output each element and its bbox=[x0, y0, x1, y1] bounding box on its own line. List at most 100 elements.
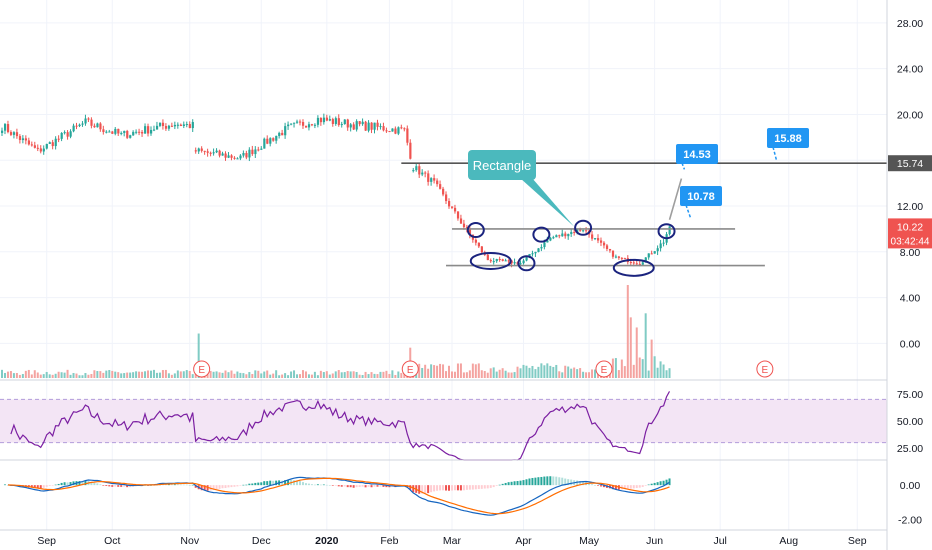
callout-box[interactable] bbox=[468, 150, 536, 180]
time-scale[interactable]: Sep Oct Nov Dec 2020 Feb Mar Apr May Jun Jul Aug Sep bbox=[0, 529, 887, 547]
candle-body bbox=[147, 126, 150, 134]
last-price-tag[interactable] bbox=[888, 218, 932, 249]
candle-body bbox=[400, 127, 403, 129]
earnings-marker-label[interactable]: E bbox=[198, 365, 205, 376]
macd-pane[interactable] bbox=[0, 459, 932, 516]
earnings-marker[interactable] bbox=[595, 360, 613, 378]
volume-bar bbox=[436, 365, 439, 378]
earnings-marker[interactable] bbox=[401, 360, 419, 378]
volume-bar bbox=[531, 365, 534, 378]
volume-bar bbox=[236, 371, 239, 378]
price-target-box[interactable] bbox=[767, 128, 809, 148]
candle-body bbox=[340, 124, 343, 126]
last-price-label[interactable]: 10.22 bbox=[897, 221, 923, 233]
price-target-box[interactable] bbox=[676, 144, 718, 164]
macd-histogram-bar bbox=[367, 485, 370, 487]
highlight-ellipse[interactable] bbox=[574, 219, 593, 236]
candle-body bbox=[260, 148, 263, 150]
macd-histogram-bar bbox=[39, 485, 42, 489]
candle-body bbox=[337, 118, 340, 125]
resistance-price-label[interactable]: 15.74 bbox=[897, 158, 923, 170]
volume-bar bbox=[81, 375, 84, 378]
macd-histogram-bar bbox=[304, 483, 307, 486]
macd-histogram-bar bbox=[531, 477, 534, 486]
earnings-marker-label[interactable]: E bbox=[762, 365, 769, 376]
chart-drawings[interactable]: Rectangle 14.53 10.78 15.88 E E E E bbox=[193, 128, 887, 378]
macd-histogram-bar bbox=[522, 480, 525, 486]
macd-histogram-bar bbox=[108, 485, 111, 487]
candle-body bbox=[394, 128, 397, 134]
candle-body bbox=[579, 229, 582, 231]
candle-body bbox=[331, 119, 334, 124]
volume-bar bbox=[370, 372, 373, 378]
macd-histogram-bar bbox=[242, 484, 245, 486]
macd-histogram-bar bbox=[84, 480, 87, 486]
highlight-ellipse[interactable] bbox=[517, 255, 536, 272]
macd-histogram-bar bbox=[331, 485, 334, 486]
macd-histogram-bar bbox=[597, 485, 599, 486]
candle-body bbox=[135, 131, 138, 133]
price-pane[interactable]: Rectangle 14.53 10.78 15.88 E E E E bbox=[1, 113, 887, 378]
volume-bar bbox=[465, 372, 468, 378]
candle-body bbox=[364, 121, 367, 131]
projection-line[interactable] bbox=[668, 178, 683, 220]
candle-body bbox=[236, 158, 239, 160]
highlight-ellipse[interactable] bbox=[532, 226, 551, 243]
highlight-ellipse[interactable] bbox=[469, 251, 512, 270]
volume-bar bbox=[558, 371, 561, 378]
macd-histogram-bar bbox=[579, 481, 582, 486]
highlight-ellipse[interactable] bbox=[657, 223, 676, 240]
earnings-marker-label[interactable]: E bbox=[407, 365, 414, 376]
candle-body bbox=[319, 117, 323, 123]
callout-label[interactable]: Rectangle bbox=[473, 158, 532, 173]
macd-histogram-bar bbox=[45, 485, 48, 487]
price-target-label[interactable]: 10.78 bbox=[687, 191, 715, 203]
volume-bar bbox=[245, 374, 248, 378]
volume-bar bbox=[242, 373, 245, 378]
highlight-ellipse[interactable] bbox=[466, 222, 485, 239]
volume-bar bbox=[507, 372, 510, 378]
macd-histogram-bar bbox=[382, 485, 385, 487]
macd-histogram-bar bbox=[525, 479, 528, 486]
earnings-marker[interactable] bbox=[193, 360, 211, 378]
candle-body bbox=[453, 207, 457, 212]
volume-bar bbox=[427, 368, 430, 378]
candle-body bbox=[144, 126, 147, 134]
candle-body bbox=[406, 128, 409, 143]
price-tick-label: 8.00 bbox=[900, 247, 921, 259]
volume-bar bbox=[653, 356, 656, 378]
earnings-marker-label[interactable]: E bbox=[601, 365, 608, 376]
volume-bar bbox=[442, 364, 445, 378]
highlight-ellipse[interactable] bbox=[612, 258, 655, 277]
volume-bar bbox=[638, 357, 641, 378]
resistance-price-tag[interactable] bbox=[888, 155, 932, 172]
price-target-label[interactable]: 15.88 bbox=[774, 133, 802, 145]
macd-histogram-bar bbox=[325, 484, 328, 486]
volume-bar bbox=[662, 364, 665, 378]
volume-bar bbox=[528, 367, 531, 378]
volume-bar bbox=[105, 370, 108, 378]
rsi-pane[interactable] bbox=[0, 379, 932, 461]
price-target-box[interactable] bbox=[680, 186, 722, 206]
volume-bar bbox=[251, 374, 254, 378]
callout-pointer[interactable] bbox=[520, 178, 575, 227]
price-target-label[interactable]: 14.53 bbox=[683, 149, 711, 161]
macd-histogram-bar bbox=[54, 484, 57, 486]
candle-body bbox=[635, 263, 638, 265]
price-scale[interactable]: 28.00 24.00 20.00 15.74 12.00 10.22 03:42:448.… bbox=[886, 0, 932, 550]
candle-body bbox=[233, 157, 236, 159]
macd-histogram-bar bbox=[191, 484, 194, 486]
volume-bar bbox=[24, 370, 27, 378]
macd-histogram-bar bbox=[299, 481, 301, 486]
candle-body bbox=[513, 262, 516, 264]
candle-body bbox=[495, 259, 498, 262]
volume-bar bbox=[421, 367, 424, 378]
macd-histogram-bar bbox=[81, 481, 84, 486]
volume-bar bbox=[275, 370, 278, 378]
candle-body bbox=[668, 226, 671, 235]
macd-histogram-bar bbox=[495, 485, 498, 486]
candle-body bbox=[212, 152, 215, 154]
earnings-marker[interactable] bbox=[756, 360, 774, 378]
volume-bar bbox=[433, 365, 436, 378]
